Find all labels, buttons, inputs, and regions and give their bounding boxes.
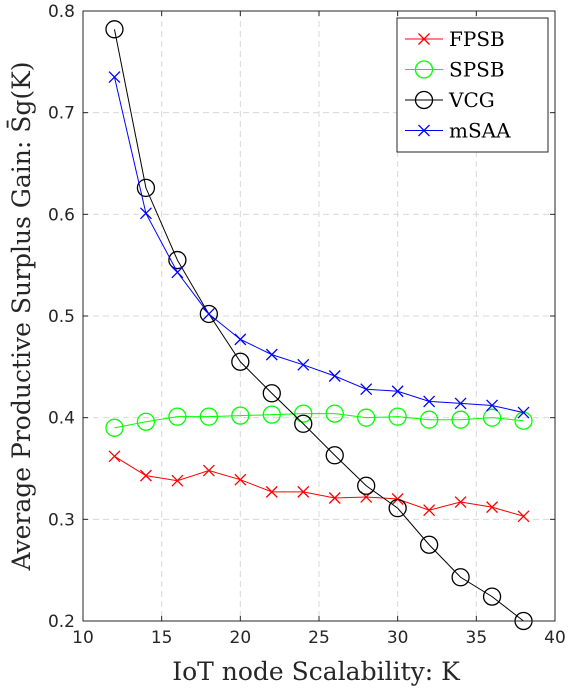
data-point-msaa	[139, 207, 152, 220]
data-point-spsb	[388, 407, 407, 426]
series-spsb	[105, 404, 533, 437]
data-point-fpsb	[517, 510, 530, 523]
y-tick-label: 0.4	[48, 409, 75, 429]
data-point-vcg	[482, 587, 502, 606]
data-point-msaa	[328, 370, 341, 382]
data-point-spsb	[136, 412, 156, 431]
data-point-fpsb	[139, 469, 152, 482]
data-point-msaa	[486, 399, 499, 412]
x-tick-label: 15	[151, 628, 173, 648]
legend-marker-fpsb	[418, 33, 430, 45]
legend-marker-msaa	[418, 124, 430, 137]
legend-item-vcg: VCG	[405, 88, 495, 112]
legend-item-msaa: mSAA	[405, 119, 511, 143]
series-vcg	[105, 20, 533, 631]
data-point-vcg	[168, 250, 187, 270]
data-point-fpsb	[265, 485, 278, 498]
y-tick-label: 0.7	[48, 104, 75, 124]
plot-frame	[82, 10, 556, 622]
data-point-fpsb	[486, 501, 499, 514]
series-group	[105, 20, 533, 631]
data-point-spsb	[168, 407, 187, 426]
legend-marker-vcg	[414, 90, 434, 110]
data-point-msaa	[423, 395, 436, 408]
data-point-fpsb	[297, 485, 310, 498]
legend-marker-spsb	[414, 60, 434, 79]
data-point-msaa	[202, 308, 215, 320]
data-point-vcg	[199, 304, 219, 324]
x-axis-title: IoT node Scalability: K	[172, 657, 461, 686]
series-msaa	[108, 71, 530, 419]
data-point-msaa	[517, 406, 530, 419]
y-tick-label: 0.2	[48, 612, 75, 632]
data-point-msaa	[391, 385, 404, 398]
legend-label-vcg: VCG	[448, 88, 495, 112]
x-tick-label: 20	[230, 628, 252, 648]
data-point-fpsb	[108, 450, 121, 463]
data-point-msaa	[265, 348, 278, 361]
data-point-fpsb	[171, 474, 184, 487]
data-point-vcg	[388, 498, 407, 518]
legend-item-spsb: SPSB	[405, 58, 505, 82]
data-point-msaa	[297, 358, 310, 371]
data-point-spsb	[231, 406, 250, 425]
data-point-fpsb	[202, 464, 215, 477]
series-line-msaa	[113, 76, 524, 414]
data-point-msaa	[234, 333, 247, 346]
legend-label-fpsb: FPSB	[449, 27, 505, 51]
data-point-spsb	[325, 404, 344, 423]
x-tick-label: 40	[544, 628, 566, 648]
legend-item-fpsb: FPSB	[405, 27, 505, 51]
data-point-spsb	[451, 410, 470, 429]
legend-label-spsb: SPSB	[449, 58, 505, 82]
legend-label-msaa: mSAA	[449, 119, 511, 143]
series-line-fpsb	[114, 455, 524, 517]
series-line-spsb	[114, 413, 524, 429]
data-point-spsb	[419, 410, 439, 429]
data-point-spsb	[294, 404, 313, 423]
data-point-spsb	[262, 405, 281, 424]
data-point-fpsb	[391, 493, 404, 505]
data-point-vcg	[262, 384, 281, 403]
data-point-msaa	[108, 71, 121, 84]
data-point-spsb	[199, 407, 219, 426]
x-tick-label: 30	[387, 628, 409, 648]
data-point-spsb	[357, 408, 376, 427]
data-point-vcg	[294, 414, 313, 433]
data-point-spsb	[105, 418, 124, 437]
data-point-vcg	[325, 446, 344, 465]
y-tick-label: 0.8	[48, 2, 75, 22]
y-axis-title: Average Productive Surplus Gain: S̄g(K)	[7, 61, 36, 571]
data-point-vcg	[231, 352, 250, 371]
y-tick-label: 0.5	[48, 307, 75, 327]
legend: FPSB SPSB VCG mSAA	[396, 17, 549, 153]
y-tick-label: 0.6	[48, 205, 75, 225]
data-point-fpsb	[454, 496, 467, 509]
data-point-msaa	[171, 266, 184, 279]
x-tick-label: 10	[72, 628, 94, 648]
series-fpsb	[108, 450, 530, 523]
data-point-spsb	[482, 408, 502, 427]
data-point-fpsb	[423, 504, 436, 517]
data-point-vcg	[105, 20, 124, 39]
data-point-vcg	[419, 535, 439, 554]
data-point-msaa	[360, 383, 373, 396]
y-tick-label: 0.3	[48, 510, 75, 530]
data-point-msaa	[454, 397, 467, 410]
series-line-vcg	[113, 29, 524, 622]
x-axis: 10 15 20 25 30 35 40	[72, 11, 566, 648]
x-tick-label: 35	[466, 628, 488, 648]
data-point-vcg	[136, 178, 156, 198]
data-point-vcg	[451, 568, 470, 587]
y-axis: 0.2 0.3 0.4 0.5 0.6 0.7 0.8	[48, 2, 555, 632]
data-point-vcg	[357, 476, 376, 495]
x-tick-label: 25	[308, 628, 330, 648]
data-point-fpsb	[328, 492, 341, 504]
data-point-fpsb	[234, 473, 247, 486]
